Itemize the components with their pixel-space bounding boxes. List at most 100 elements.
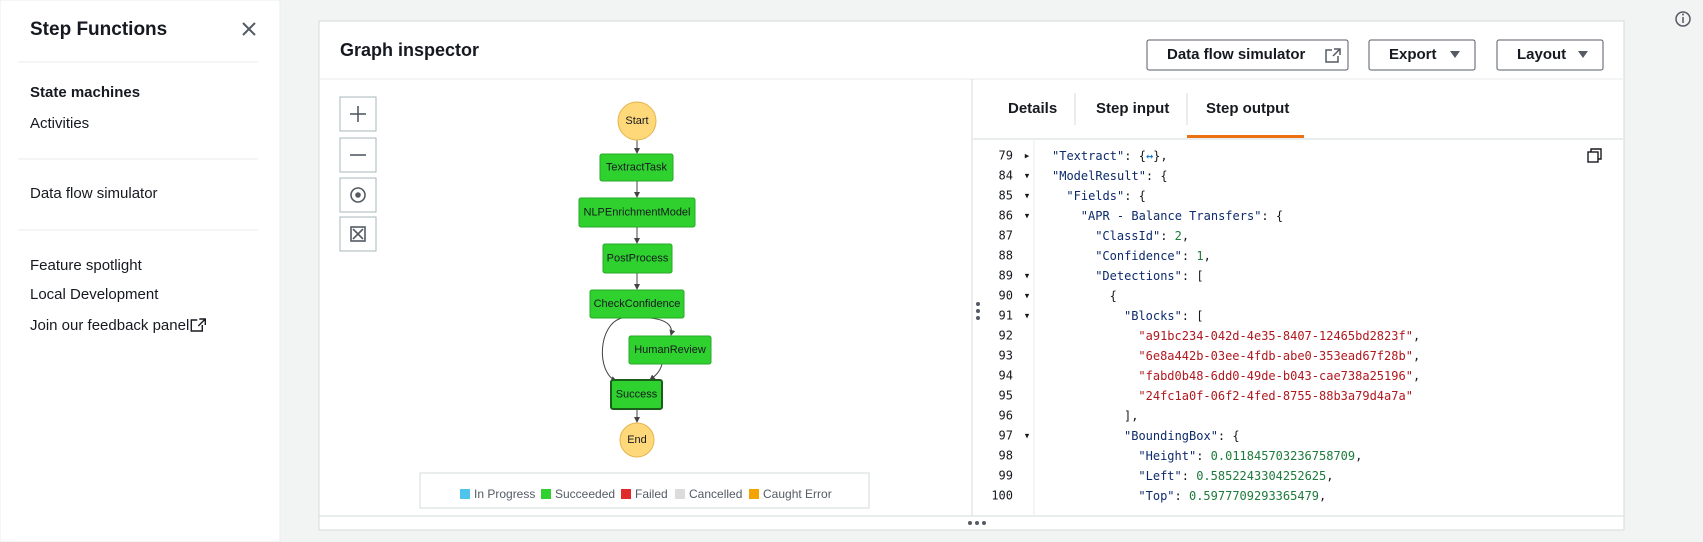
code-token: : — [1182, 249, 1196, 263]
code-token: : [ — [1182, 269, 1204, 283]
code-token: "24fc1a0f-06f2-4fed-8755-88b3a79d4a7a" — [1138, 389, 1413, 403]
code-token: 0.5977709293365479 — [1189, 489, 1319, 503]
resize-handle[interactable] — [968, 521, 986, 525]
fold-toggle[interactable]: ▾ — [1025, 270, 1030, 280]
state-node[interactable] — [617, 101, 657, 141]
code-line: "Detections": [ — [1095, 269, 1203, 283]
code-token[interactable]: ↔ — [1146, 149, 1153, 163]
code-token: : — [1175, 489, 1189, 503]
code-token: ], — [1124, 409, 1138, 423]
code-token: "Top" — [1138, 489, 1174, 503]
fold-toggle[interactable]: ▾ — [1025, 310, 1030, 320]
code-token: , — [1204, 249, 1211, 263]
line-number: 85 — [999, 189, 1013, 203]
code-token: "Left" — [1138, 469, 1181, 483]
legend-label: Caught Error — [763, 487, 832, 501]
legend-swatch — [541, 489, 551, 499]
code-token: "fabd0b48-6dd0-49de-b043-cae738a25196" — [1138, 369, 1413, 383]
code-token: "a91bc234-042d-4e35-8407-12465bd2823f" — [1138, 329, 1413, 343]
sidebar — [0, 0, 281, 542]
header-button[interactable] — [1146, 39, 1349, 71]
close-button[interactable] — [242, 22, 256, 36]
state-node[interactable] — [628, 335, 712, 365]
code-editor: 79 ▸ "Textract": {↔},84 ▾ "ModelResult": {85… — [991, 149, 1420, 503]
external-icon — [1325, 48, 1341, 63]
fold-toggle[interactable]: ▾ — [1025, 190, 1030, 200]
graph-edges — [602, 140, 676, 423]
sidebar-title: Step Functions — [30, 19, 167, 40]
code-token: , — [1355, 449, 1362, 463]
code-token: , — [1413, 369, 1420, 383]
fold-toggle[interactable]: ▾ — [1025, 210, 1030, 220]
line-number: 93 — [999, 349, 1013, 363]
code-token: "ClassId" — [1095, 229, 1160, 243]
header-button[interactable] — [1496, 39, 1604, 71]
code-line: "ModelResult": { — [1052, 169, 1168, 183]
nav-link[interactable]: State machines — [30, 84, 140, 101]
code-token: : { — [1124, 189, 1146, 203]
code-line: { — [1110, 289, 1117, 303]
code-line: "ClassId": 2, — [1095, 229, 1189, 243]
legend-label: In Progress — [474, 487, 535, 501]
state-node[interactable] — [610, 379, 663, 410]
node-label: Start — [625, 115, 648, 127]
info-icon[interactable] — [1675, 11, 1691, 27]
code-token: 2 — [1175, 229, 1182, 243]
tab[interactable]: Step output — [1206, 100, 1289, 117]
state-node[interactable] — [602, 243, 673, 274]
legend-label: Failed — [635, 487, 668, 501]
tab[interactable]: Step input — [1096, 100, 1169, 117]
line-number: 86 — [999, 209, 1013, 223]
copy-button[interactable] — [1587, 148, 1602, 163]
splitter-handle[interactable] — [976, 302, 980, 320]
node-label: PostProcess — [607, 252, 669, 264]
nav-link[interactable]: Join our feedback panel — [30, 317, 189, 334]
line-number: 99 — [999, 469, 1013, 483]
code-token: "Confidence" — [1095, 249, 1182, 263]
line-number: 88 — [999, 249, 1013, 263]
state-node[interactable] — [578, 197, 696, 228]
code-token: , — [1319, 489, 1326, 503]
line-number: 84 — [999, 169, 1013, 183]
line-number: 98 — [999, 449, 1013, 463]
state-node[interactable] — [599, 153, 674, 182]
line-number: 97 — [999, 429, 1013, 443]
code-token: "ModelResult" — [1052, 169, 1146, 183]
state-node[interactable] — [589, 289, 685, 319]
external-icon — [190, 318, 206, 332]
fold-toggle[interactable]: ▾ — [1025, 290, 1030, 300]
code-token: "Fields" — [1066, 189, 1124, 203]
tab[interactable]: Details — [1008, 100, 1057, 117]
code-line: "24fc1a0f-06f2-4fed-8755-88b3a79d4a7a" — [1138, 389, 1413, 403]
node-label: CheckConfidence — [594, 298, 681, 310]
node-label: TextractTask — [606, 161, 668, 173]
code-token: : { — [1146, 169, 1168, 183]
fold-toggle[interactable]: ▾ — [1025, 430, 1030, 440]
line-number: 90 — [999, 289, 1013, 303]
legend — [419, 472, 870, 509]
button-label: Data flow simulator — [1167, 46, 1306, 63]
code-line: "Blocks": [ — [1124, 309, 1203, 323]
code-token: "Blocks" — [1124, 309, 1182, 323]
header-button[interactable] — [1368, 39, 1476, 71]
fold-toggle[interactable]: ▾ — [1025, 170, 1030, 180]
nav-link[interactable]: Data flow simulator — [30, 185, 158, 202]
code-token: "Height" — [1138, 449, 1196, 463]
state-node[interactable] — [619, 422, 655, 458]
code-token: : { — [1261, 209, 1283, 223]
line-number: 96 — [999, 409, 1013, 423]
legend-swatch — [460, 489, 470, 499]
zoom-icons — [350, 106, 366, 242]
nav-link[interactable]: Feature spotlight — [30, 257, 143, 274]
code-token: , — [1413, 349, 1420, 363]
panel-title: Graph inspector — [340, 40, 479, 60]
line-number: 89 — [999, 269, 1013, 283]
button-label: Export — [1389, 46, 1437, 63]
nav-link[interactable]: Local Development — [30, 286, 159, 303]
node-label: Success — [616, 388, 658, 400]
nav-link[interactable]: Activities — [30, 115, 89, 132]
active-tab-indicator — [1187, 135, 1304, 138]
code-token: , — [1413, 329, 1420, 343]
fold-toggle[interactable]: ▸ — [1025, 150, 1030, 160]
